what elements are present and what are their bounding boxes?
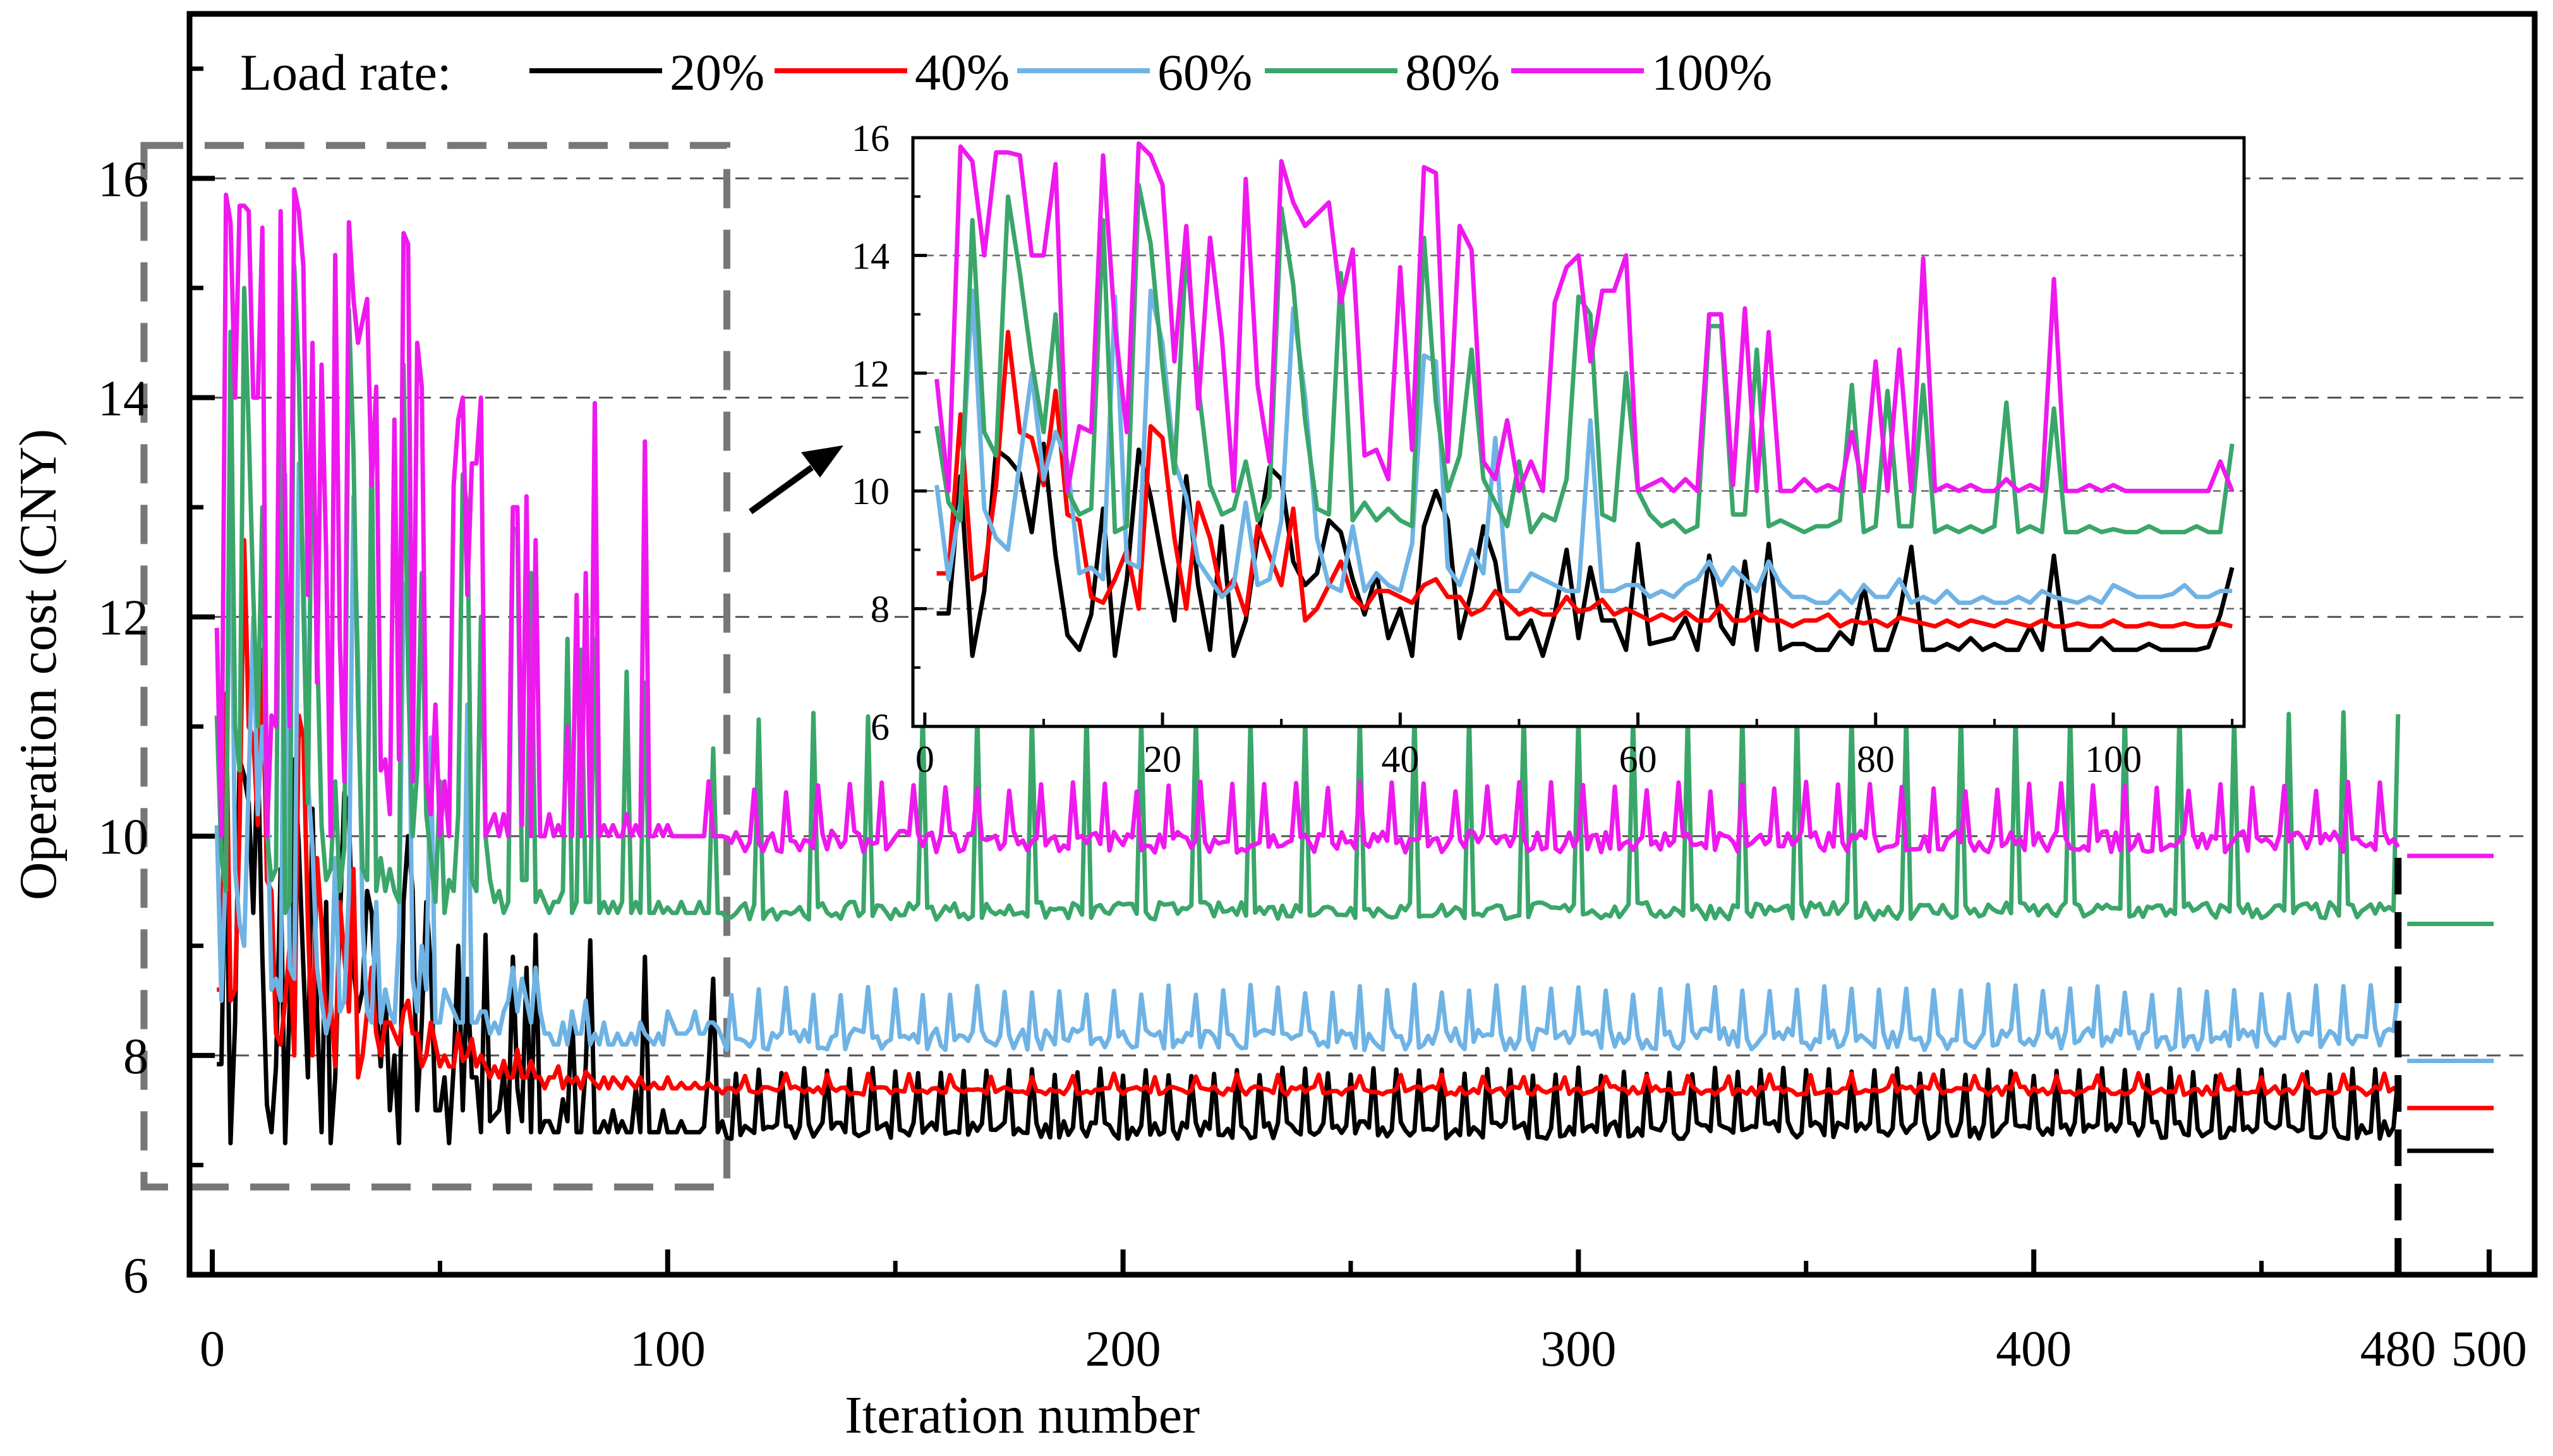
y-axis-label: Operation cost (CNY) [9,429,68,900]
inset-series-line-40% [936,330,2233,629]
main-series-lines [214,187,2494,1275]
series-line-60% [214,461,2401,1052]
legend-label-100%: 100% [1651,44,1772,101]
y-tick-label: 10 [98,810,148,865]
x-tick-label: 480 [2360,1321,2436,1377]
legend-label-40%: 40% [915,44,1010,101]
inset-x-tick-label: 100 [2085,738,2142,780]
x-tick-label: 0 [200,1321,225,1377]
inset-y-tick-label: 8 [871,589,890,630]
series-line-100% [214,187,2400,855]
inset-x-tick-label: 60 [1619,738,1657,780]
x-tick-label: 200 [1085,1321,1161,1377]
legend-label-20%: 20% [670,44,764,101]
zoom-rectangle [140,141,731,1191]
zoom-arrow-line [749,464,814,515]
x-tick-label: 500 [2451,1321,2527,1377]
inset-y-tick-label: 12 [852,353,890,395]
inset-x-tick-label: 80 [1857,738,1895,780]
y-tick-label: 8 [123,1029,148,1085]
series-line-40% [217,538,2399,1097]
inset-series-line-60% [934,288,2233,605]
x-tick-label: 400 [1996,1321,2072,1377]
inset-y-tick-label: 10 [852,471,890,512]
inset-x-tick-label: 40 [1381,738,1419,780]
inset-series-line-20% [936,442,2235,658]
zoom-arrow-head [801,445,843,478]
zoom-inset: 0 20 40 60 80 100 6 8 10 12 14 16 [852,117,2246,780]
legend-label-80%: 80% [1405,44,1500,101]
y-tick-label: 12 [98,591,148,646]
y-tick-label: 6 [123,1248,148,1304]
inset-x-tick-label: 0 [915,738,934,780]
inset-y-tick-label: 16 [852,117,890,159]
y-tick-label: 14 [98,371,148,426]
series-line-20% [217,746,2401,1146]
inset-y-tick-label: 6 [871,706,890,748]
y-tick-label: 16 [98,152,148,207]
x-tick-label: 100 [630,1321,706,1377]
legend-label-60%: 60% [1157,44,1252,101]
legend-title: Load rate: [240,44,452,101]
x-tick-label: 300 [1540,1321,1616,1377]
inset-y-tick-label: 14 [852,235,890,277]
x-axis-label: Iteration number [845,1386,1200,1445]
zoom-region [140,141,843,1191]
inset-x-tick-label: 20 [1144,738,1181,780]
inset-series-line-100% [934,141,2235,493]
legend: Load rate: 20% 40% 60% 80% 100% [240,44,1772,101]
plot-frame [186,11,2538,1278]
